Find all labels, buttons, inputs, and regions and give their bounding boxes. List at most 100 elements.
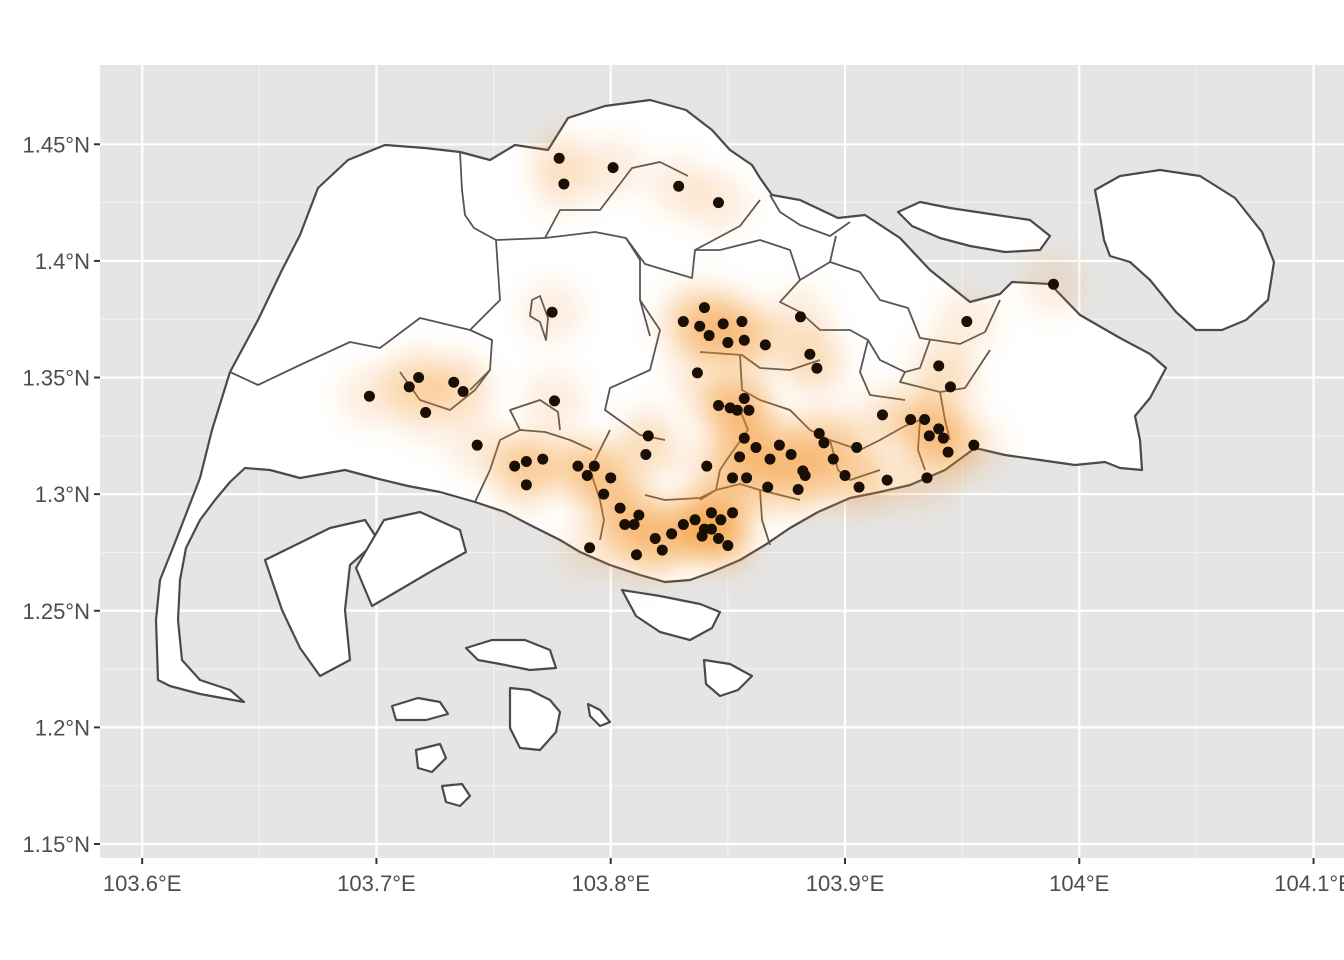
data-point bbox=[712, 197, 724, 209]
data-point bbox=[811, 362, 823, 374]
data-point bbox=[961, 316, 973, 328]
data-point bbox=[759, 339, 771, 351]
data-point bbox=[656, 544, 668, 556]
landmass bbox=[154, 98, 1276, 808]
data-point bbox=[694, 320, 706, 332]
pulau-ubin bbox=[896, 200, 1052, 254]
data-point bbox=[750, 442, 762, 454]
x-tick-label: 104.1°E bbox=[1274, 871, 1344, 896]
data-point bbox=[630, 549, 642, 561]
pulau-tekong bbox=[1093, 168, 1276, 332]
data-point bbox=[403, 381, 415, 393]
data-point bbox=[712, 400, 724, 412]
southern-island-1 bbox=[464, 638, 558, 672]
data-point bbox=[743, 404, 755, 416]
southern-island-3 bbox=[390, 696, 450, 722]
data-point bbox=[785, 449, 797, 461]
data-point bbox=[905, 414, 917, 426]
data-point bbox=[818, 437, 830, 449]
data-point bbox=[736, 316, 748, 328]
data-point bbox=[520, 456, 532, 467]
data-point bbox=[448, 376, 460, 388]
data-point bbox=[633, 509, 645, 521]
data-point bbox=[762, 481, 774, 493]
data-point bbox=[607, 162, 619, 174]
data-point bbox=[734, 451, 746, 463]
data-point bbox=[738, 334, 750, 346]
data-point bbox=[649, 532, 661, 544]
data-point bbox=[1047, 278, 1059, 290]
x-tick-label: 103.9°E bbox=[806, 871, 885, 896]
x-tick-label: 103.6°E bbox=[103, 871, 182, 896]
data-point bbox=[520, 479, 532, 491]
data-point bbox=[937, 432, 949, 444]
jurong-island bbox=[263, 518, 380, 678]
data-point bbox=[933, 423, 945, 435]
data-point bbox=[705, 507, 717, 519]
data-point bbox=[731, 404, 743, 416]
data-point bbox=[794, 311, 806, 323]
data-point bbox=[722, 539, 734, 551]
data-point bbox=[413, 372, 425, 384]
data-point bbox=[546, 306, 558, 318]
data-point bbox=[727, 507, 739, 519]
data-point bbox=[698, 302, 710, 314]
data-point bbox=[741, 472, 753, 484]
data-point bbox=[696, 530, 708, 542]
data-point bbox=[712, 532, 724, 544]
southern-island-2 bbox=[508, 686, 562, 752]
axis-labels: 103.6°E 103.7°E 103.8°E 103.9°E 104°E 104.1°E… bbox=[22, 132, 1344, 896]
data-point bbox=[705, 523, 717, 535]
southern-island-7 bbox=[702, 658, 754, 698]
data-point bbox=[919, 414, 931, 426]
data-point bbox=[703, 330, 715, 342]
southern-island-5 bbox=[440, 782, 472, 808]
data-point bbox=[677, 316, 689, 328]
data-point bbox=[558, 178, 570, 190]
data-point bbox=[605, 472, 617, 484]
data-point bbox=[598, 488, 610, 500]
data-point bbox=[773, 439, 785, 451]
western-islet bbox=[354, 510, 468, 608]
data-point bbox=[853, 481, 865, 493]
data-point bbox=[942, 446, 954, 458]
data-point bbox=[921, 472, 933, 484]
x-tick-label: 103.7°E bbox=[337, 871, 416, 896]
data-point bbox=[584, 542, 596, 554]
data-point bbox=[701, 460, 713, 472]
data-point bbox=[968, 439, 980, 451]
data-point bbox=[827, 453, 839, 465]
data-point bbox=[588, 460, 600, 472]
points-layer bbox=[363, 152, 1059, 561]
data-point bbox=[691, 367, 703, 379]
data-point bbox=[804, 348, 816, 360]
data-point bbox=[722, 337, 734, 349]
main-island bbox=[154, 98, 1168, 704]
data-point bbox=[614, 502, 626, 514]
data-point bbox=[944, 381, 956, 393]
data-point bbox=[537, 453, 549, 465]
data-point bbox=[799, 469, 811, 481]
data-point bbox=[738, 393, 750, 405]
data-point bbox=[548, 395, 560, 407]
data-point bbox=[715, 514, 727, 526]
southern-island-6 bbox=[586, 702, 612, 728]
data-point bbox=[876, 409, 888, 421]
x-tick-label: 103.8°E bbox=[571, 871, 650, 896]
data-point bbox=[881, 474, 893, 486]
data-point bbox=[581, 469, 593, 481]
y-tick-label: 1.2°N bbox=[35, 715, 90, 740]
y-tick-label: 1.25°N bbox=[22, 599, 90, 624]
data-point bbox=[727, 472, 739, 484]
data-point bbox=[553, 152, 565, 164]
data-point bbox=[923, 430, 935, 442]
data-point bbox=[738, 432, 750, 444]
y-tick-label: 1.45°N bbox=[22, 132, 90, 157]
data-point bbox=[839, 469, 851, 481]
data-point bbox=[933, 360, 945, 372]
data-point bbox=[689, 514, 701, 526]
data-point bbox=[640, 449, 652, 461]
data-point bbox=[792, 483, 804, 495]
data-point bbox=[457, 386, 469, 398]
axis-ticks bbox=[94, 143, 1315, 864]
